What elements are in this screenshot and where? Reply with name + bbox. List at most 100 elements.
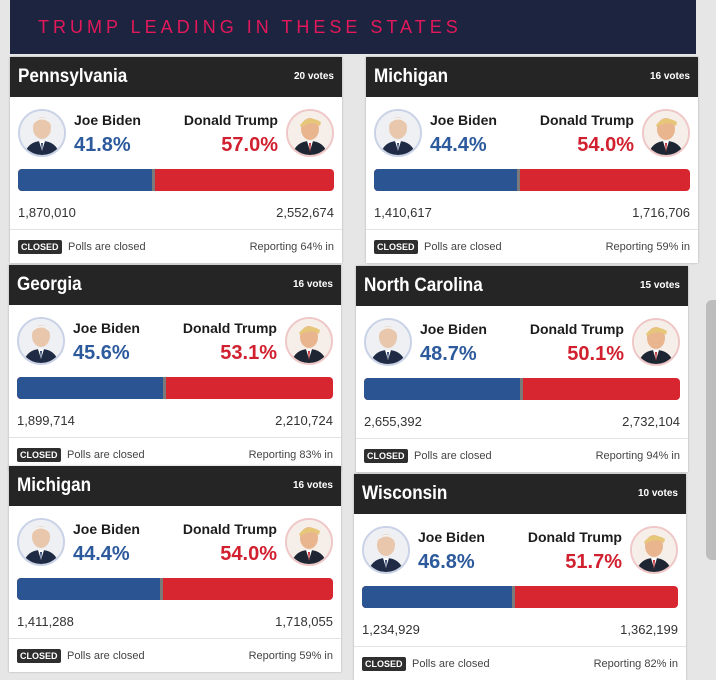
biden-vote-count: 1,899,714 xyxy=(17,413,75,428)
card-header: Michigan 16 votes xyxy=(9,466,341,506)
electoral-votes: 10 votes xyxy=(637,488,678,499)
biden-vote-count: 2,655,392 xyxy=(364,414,422,429)
biden-name: Joe Biden xyxy=(418,529,485,545)
card-header: Wisconsin 10 votes xyxy=(354,474,686,514)
trump-avatar xyxy=(286,109,334,157)
biden-avatar xyxy=(17,518,65,566)
biden-name: Joe Biden xyxy=(74,112,141,128)
biden-avatar xyxy=(17,317,65,365)
polls-status: Polls are closed xyxy=(412,658,490,670)
vote-share-bar xyxy=(364,378,680,400)
trump-name: Donald Trump xyxy=(182,320,277,336)
electoral-votes: 16 votes xyxy=(292,480,333,491)
trump-name: Donald Trump xyxy=(527,529,622,545)
biden-avatar xyxy=(364,318,412,366)
trump-percentage: 50.1% xyxy=(567,343,624,365)
biden-avatar xyxy=(374,109,422,157)
polls-status: Polls are closed xyxy=(424,241,502,253)
trump-avatar xyxy=(642,109,690,157)
trump-vote-count: 2,210,724 xyxy=(275,413,333,428)
biden-name: Joe Biden xyxy=(430,112,497,128)
status-row: CLOSED Polls are closed Reporting 59% in xyxy=(9,638,341,672)
biden-name: Joe Biden xyxy=(420,321,487,337)
closed-badge: CLOSED xyxy=(17,649,61,663)
trump-vote-count: 2,552,674 xyxy=(276,205,334,220)
reporting-status: Reporting 82% in xyxy=(593,658,678,670)
reporting-status: Reporting 64% in xyxy=(249,241,334,253)
trump-vote-count: 1,716,706 xyxy=(632,205,690,220)
reporting-status: Reporting 59% in xyxy=(605,241,690,253)
vote-share-bar xyxy=(18,169,334,191)
biden-avatar xyxy=(18,109,66,157)
polls-status: Polls are closed xyxy=(67,650,145,662)
banner-title: TRUMP LEADING IN THESE STATES xyxy=(38,17,462,37)
trump-vote-count: 1,362,199 xyxy=(620,622,678,637)
trump-percentage: 54.0% xyxy=(577,134,634,156)
state-result-card[interactable]: Pennsylvania 20 votes Joe Bid xyxy=(10,57,342,263)
trump-percentage: 57.0% xyxy=(221,134,278,156)
state-name: Pennsylvania xyxy=(18,66,128,87)
trump-name: Donald Trump xyxy=(182,521,277,537)
vote-share-bar xyxy=(374,169,690,191)
electoral-votes: 16 votes xyxy=(649,71,690,82)
state-name: Wisconsin xyxy=(362,483,448,504)
biden-percentage: 48.7% xyxy=(420,343,477,365)
trump-avatar xyxy=(285,518,333,566)
biden-vote-count: 1,870,010 xyxy=(18,205,76,220)
biden-vote-count: 1,410,617 xyxy=(374,205,432,220)
biden-percentage: 44.4% xyxy=(73,543,130,565)
reporting-status: Reporting 94% in xyxy=(595,450,680,462)
state-result-card[interactable]: North Carolina 15 votes Joe B xyxy=(356,266,688,472)
trump-percentage: 54.0% xyxy=(220,543,277,565)
polls-status: Polls are closed xyxy=(414,450,492,462)
trump-name: Donald Trump xyxy=(529,321,624,337)
biden-percentage: 41.8% xyxy=(74,134,131,156)
state-result-card[interactable]: Georgia 16 votes Joe Biden xyxy=(9,265,341,471)
biden-avatar xyxy=(362,526,410,574)
card-header: Michigan 16 votes xyxy=(366,57,698,97)
status-row: CLOSED Polls are closed Reporting 83% in xyxy=(9,437,341,471)
biden-name: Joe Biden xyxy=(73,320,140,336)
closed-badge: CLOSED xyxy=(18,240,62,254)
status-row: CLOSED Polls are closed Reporting 82% in xyxy=(354,646,686,680)
state-name: Michigan xyxy=(17,475,92,496)
closed-badge: CLOSED xyxy=(364,449,408,463)
electoral-votes: 15 votes xyxy=(639,280,680,291)
polls-status: Polls are closed xyxy=(68,241,146,253)
trump-vote-count: 2,732,104 xyxy=(622,414,680,429)
electoral-votes: 20 votes xyxy=(293,71,334,82)
vote-share-bar xyxy=(362,586,678,608)
reporting-status: Reporting 59% in xyxy=(248,650,333,662)
trump-name: Donald Trump xyxy=(539,112,634,128)
reporting-status: Reporting 83% in xyxy=(248,449,333,461)
biden-name: Joe Biden xyxy=(73,521,140,537)
state-name: Michigan xyxy=(374,66,449,87)
biden-percentage: 46.8% xyxy=(418,551,475,573)
card-header: Pennsylvania 20 votes xyxy=(10,57,342,97)
closed-badge: CLOSED xyxy=(374,240,418,254)
state-result-card[interactable]: Wisconsin 10 votes Joe Biden xyxy=(354,474,686,680)
biden-share-fill xyxy=(364,378,523,400)
polls-status: Polls are closed xyxy=(67,449,145,461)
status-row: CLOSED Polls are closed Reporting 59% in xyxy=(366,229,698,263)
biden-share-fill xyxy=(17,377,166,399)
scroll-handle[interactable] xyxy=(706,300,716,560)
state-result-card[interactable]: Michigan 16 votes Joe Biden xyxy=(9,466,341,672)
vote-share-bar xyxy=(17,578,333,600)
card-header: North Carolina 15 votes xyxy=(356,266,688,306)
biden-percentage: 44.4% xyxy=(430,134,487,156)
header-banner: TRUMP LEADING IN THESE STATES xyxy=(10,0,696,54)
electoral-votes: 16 votes xyxy=(292,279,333,290)
state-result-card[interactable]: Michigan 16 votes Joe Biden xyxy=(366,57,698,263)
state-name: North Carolina xyxy=(364,275,483,296)
state-name: Georgia xyxy=(17,274,82,295)
biden-share-fill xyxy=(18,169,155,191)
status-row: CLOSED Polls are closed Reporting 94% in xyxy=(356,438,688,472)
trump-percentage: 51.7% xyxy=(565,551,622,573)
vote-share-bar xyxy=(17,377,333,399)
trump-name: Donald Trump xyxy=(183,112,278,128)
status-row: CLOSED Polls are closed Reporting 64% in xyxy=(10,229,342,263)
card-header: Georgia 16 votes xyxy=(9,265,341,305)
biden-share-fill xyxy=(362,586,516,608)
trump-percentage: 53.1% xyxy=(220,342,277,364)
